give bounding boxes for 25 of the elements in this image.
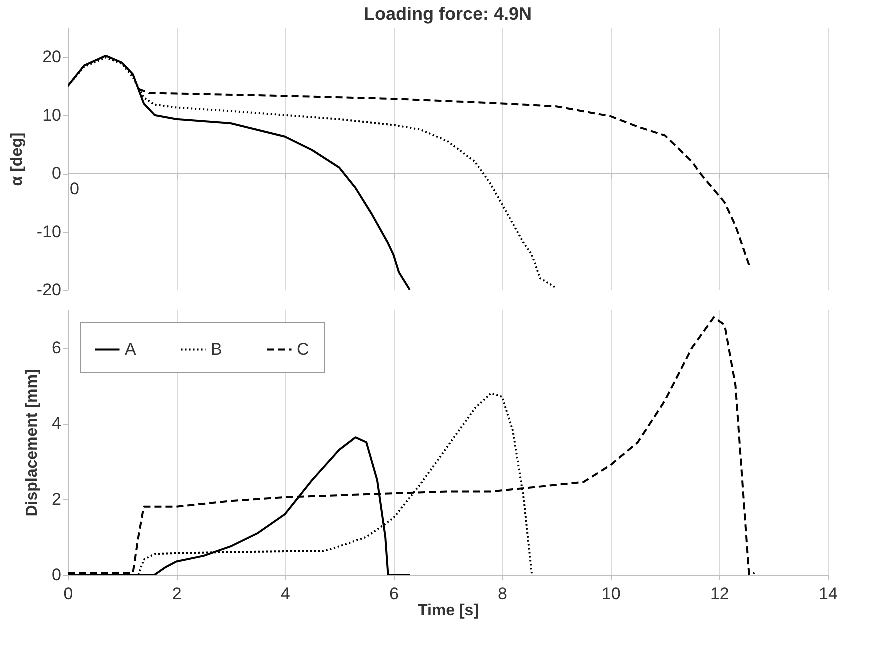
legend-label: A xyxy=(125,340,137,359)
legend-label: B xyxy=(211,340,222,359)
x-tick-label: 8 xyxy=(498,584,508,604)
x-tick-label: 0 xyxy=(64,584,74,604)
y-tick-label: 0 xyxy=(52,164,62,184)
y-tick-label: 2 xyxy=(52,490,62,509)
annotation: 0 xyxy=(70,180,80,199)
legend-label: C xyxy=(297,340,310,359)
y-axis-title: Displacement [mm] xyxy=(24,369,42,517)
y-tick-label: -10 xyxy=(36,222,62,242)
y-tick-label: 6 xyxy=(52,338,62,358)
x-tick-label: 10 xyxy=(602,584,621,604)
y-tick-label: 10 xyxy=(42,106,62,125)
y-tick-label: -20 xyxy=(36,280,62,300)
y-tick-label: 4 xyxy=(52,414,62,434)
x-tick-label: 14 xyxy=(819,584,838,604)
y-tick-label: 20 xyxy=(42,48,62,67)
x-tick-label: 4 xyxy=(280,584,290,604)
chart-title: Loading force: 4.9N xyxy=(364,4,532,24)
x-tick-label: 2 xyxy=(172,584,182,604)
y-tick-label: 0 xyxy=(52,566,62,584)
x-tick-label: 6 xyxy=(389,584,399,604)
y-axis-title: α [deg] xyxy=(8,132,26,186)
x-axis-title: Time [s] xyxy=(418,602,480,620)
x-tick-label: 12 xyxy=(710,584,730,604)
